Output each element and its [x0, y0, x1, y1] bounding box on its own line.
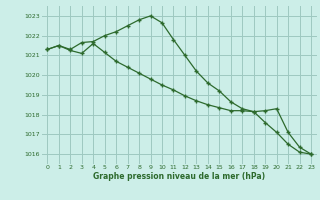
- X-axis label: Graphe pression niveau de la mer (hPa): Graphe pression niveau de la mer (hPa): [93, 172, 265, 181]
